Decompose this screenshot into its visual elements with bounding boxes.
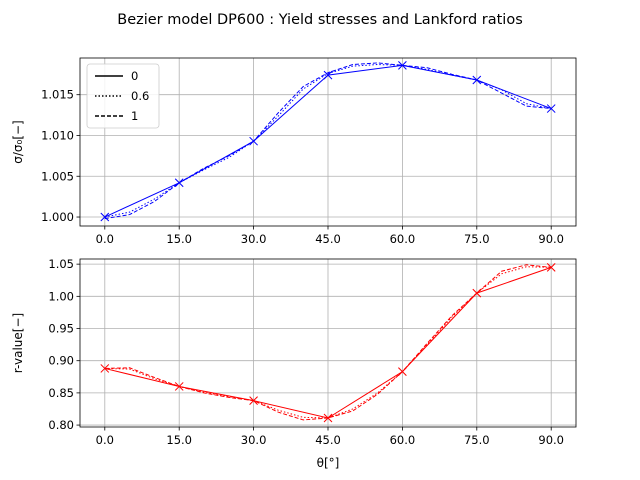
x-tick-label: 30.0 [241, 433, 267, 447]
marker-stroke [472, 75, 482, 85]
marker-stroke [100, 364, 110, 373]
x-tick-label: 45.0 [315, 232, 341, 246]
marker-stroke [100, 212, 110, 222]
y-tick-label: 1.015 [41, 88, 74, 102]
figure-title: Bezier model DP600 : Yield stresses and … [117, 12, 523, 28]
data-point-marker [323, 70, 333, 80]
r-value-panel: 0.0 15.0 30.0 45.0 60.0 75.0 90.0 0.80 0.85 0.90 0… [11, 257, 577, 470]
data-point-marker [546, 104, 556, 113]
marker-stroke [174, 382, 184, 391]
marker-stroke [174, 178, 184, 188]
x-tick-label: 60.0 [390, 433, 416, 447]
x-tick-label: 15.0 [166, 433, 192, 447]
y-tick-label: 1.010 [41, 128, 74, 142]
data-point-marker [546, 263, 556, 272]
legend: 00.61 [86, 63, 160, 129]
x-tick-label: 15.0 [166, 232, 192, 246]
y-tick-label: 0.80 [48, 418, 74, 432]
x-axis-label: θ[°] [317, 456, 340, 470]
data-point-marker [100, 212, 110, 222]
data-point-marker [249, 396, 258, 405]
x-tick-label: 0.0 [96, 433, 114, 447]
data-point-marker [398, 367, 407, 376]
data-point-marker [100, 364, 110, 373]
y-tick-label: 1.00 [48, 289, 74, 303]
x-tick-label: 30.0 [241, 232, 267, 246]
legend-box [86, 63, 160, 129]
x-tick-label: 90.0 [538, 433, 564, 447]
x-tick-label: 0.0 [96, 232, 114, 246]
legend-label: 1 [131, 109, 138, 123]
data-point-marker [472, 288, 482, 298]
marker-stroke [546, 263, 556, 272]
marker-stroke [249, 396, 258, 405]
x-tick-label: 75.0 [464, 232, 490, 246]
marker-stroke [398, 60, 407, 70]
data-point-marker [323, 413, 333, 423]
legend-label: 0.6 [131, 89, 149, 103]
data-point-marker [174, 382, 184, 391]
x-tick-label: 60.0 [390, 232, 416, 246]
data-point-marker [398, 60, 407, 70]
y-tick-label: 1.05 [48, 257, 74, 271]
marker-stroke [472, 288, 482, 298]
marker-stroke [546, 104, 556, 113]
x-tick-label: 75.0 [464, 433, 490, 447]
data-point-marker [249, 136, 258, 146]
legend-label: 0 [131, 69, 138, 83]
data-point-marker [472, 75, 482, 85]
y-axis-label: r-value[−] [11, 313, 25, 373]
data-point-marker [174, 178, 184, 188]
y-tick-label: 0.95 [48, 322, 74, 336]
x-tick-label: 90.0 [538, 232, 564, 246]
yield-stress-panel: 0.0 15.0 30.0 45.0 60.0 75.0 90.0 1.000 1.005 1.0… [11, 57, 577, 246]
marker-stroke [323, 70, 333, 80]
y-tick-label: 1.005 [41, 169, 74, 183]
y-tick-label: 1.000 [41, 210, 74, 224]
y-tick-label: 0.90 [48, 354, 74, 368]
x-tick-label: 45.0 [315, 433, 341, 447]
y-tick-label: 0.85 [48, 386, 74, 400]
marker-stroke [398, 367, 407, 376]
marker-stroke [249, 136, 258, 146]
marker-stroke [323, 413, 333, 423]
y-axis-label: σ/σ₀[−] [11, 120, 25, 163]
